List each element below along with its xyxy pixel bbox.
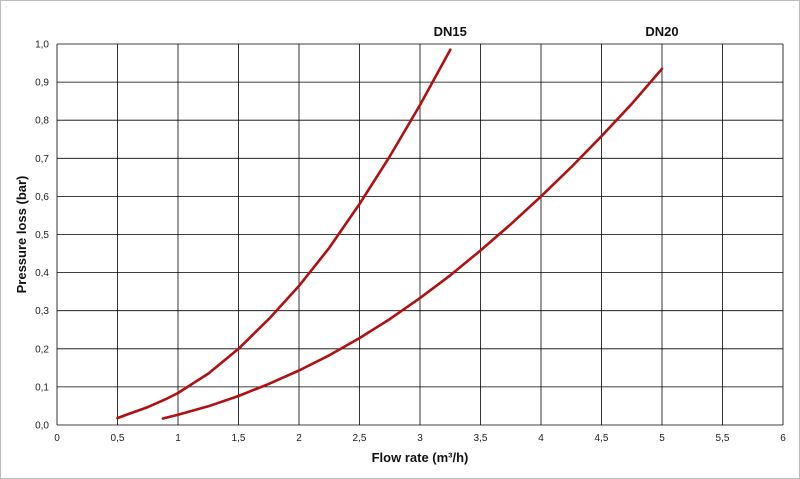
x-tick-label: 2 [296, 433, 302, 444]
y-tick-label: 0,5 [35, 230, 49, 241]
x-tick-label: 6 [780, 433, 786, 444]
series-lines [116, 48, 664, 420]
y-tick-label: 0,8 [35, 116, 49, 127]
x-axis-title: Flow rate (m³/h) [372, 450, 469, 465]
grid [56, 43, 784, 426]
x-tick-label: 4 [538, 433, 544, 444]
x-tick-label: 3,5 [474, 433, 488, 444]
y-tick-label: 0,2 [35, 344, 49, 355]
x-tick-label: 3 [417, 433, 423, 444]
x-tick-label: 1 [175, 433, 181, 444]
series-label-dn15: DN15 [434, 24, 467, 39]
x-tick-label: 5,5 [716, 433, 730, 444]
y-tick-label: 0,3 [35, 306, 49, 317]
y-tick-label: 0,9 [35, 78, 49, 89]
y-tick-label: 0,6 [35, 192, 49, 203]
x-tick-label: 0,5 [111, 433, 125, 444]
y-tick-label: 1,0 [35, 40, 49, 51]
tick-labels: 0 0,5 1 1,5 2 2,5 3 3,5 4 4,5 5 5,5 6 0,0 0,1 0,2 0,3 0,4… [35, 40, 786, 445]
y-tick-label: 0,1 [35, 382, 49, 393]
y-tick-label: 0,0 [35, 421, 49, 432]
series-line-dn15 [116, 48, 452, 420]
x-tick-label: 2,5 [353, 433, 367, 444]
series-line-dn20 [161, 67, 664, 420]
y-axis-title: Pressure loss (bar) [14, 176, 29, 294]
y-tick-label: 0,7 [35, 154, 49, 165]
x-tick-label: 4,5 [595, 433, 609, 444]
y-tick-label: 0,4 [35, 268, 49, 279]
x-tick-label: 0 [54, 433, 60, 444]
x-tick-label: 1,5 [232, 433, 246, 444]
series-labels: DN15 DN20 [434, 24, 679, 39]
series-label-dn20: DN20 [645, 24, 678, 39]
x-tick-label: 5 [659, 433, 665, 444]
